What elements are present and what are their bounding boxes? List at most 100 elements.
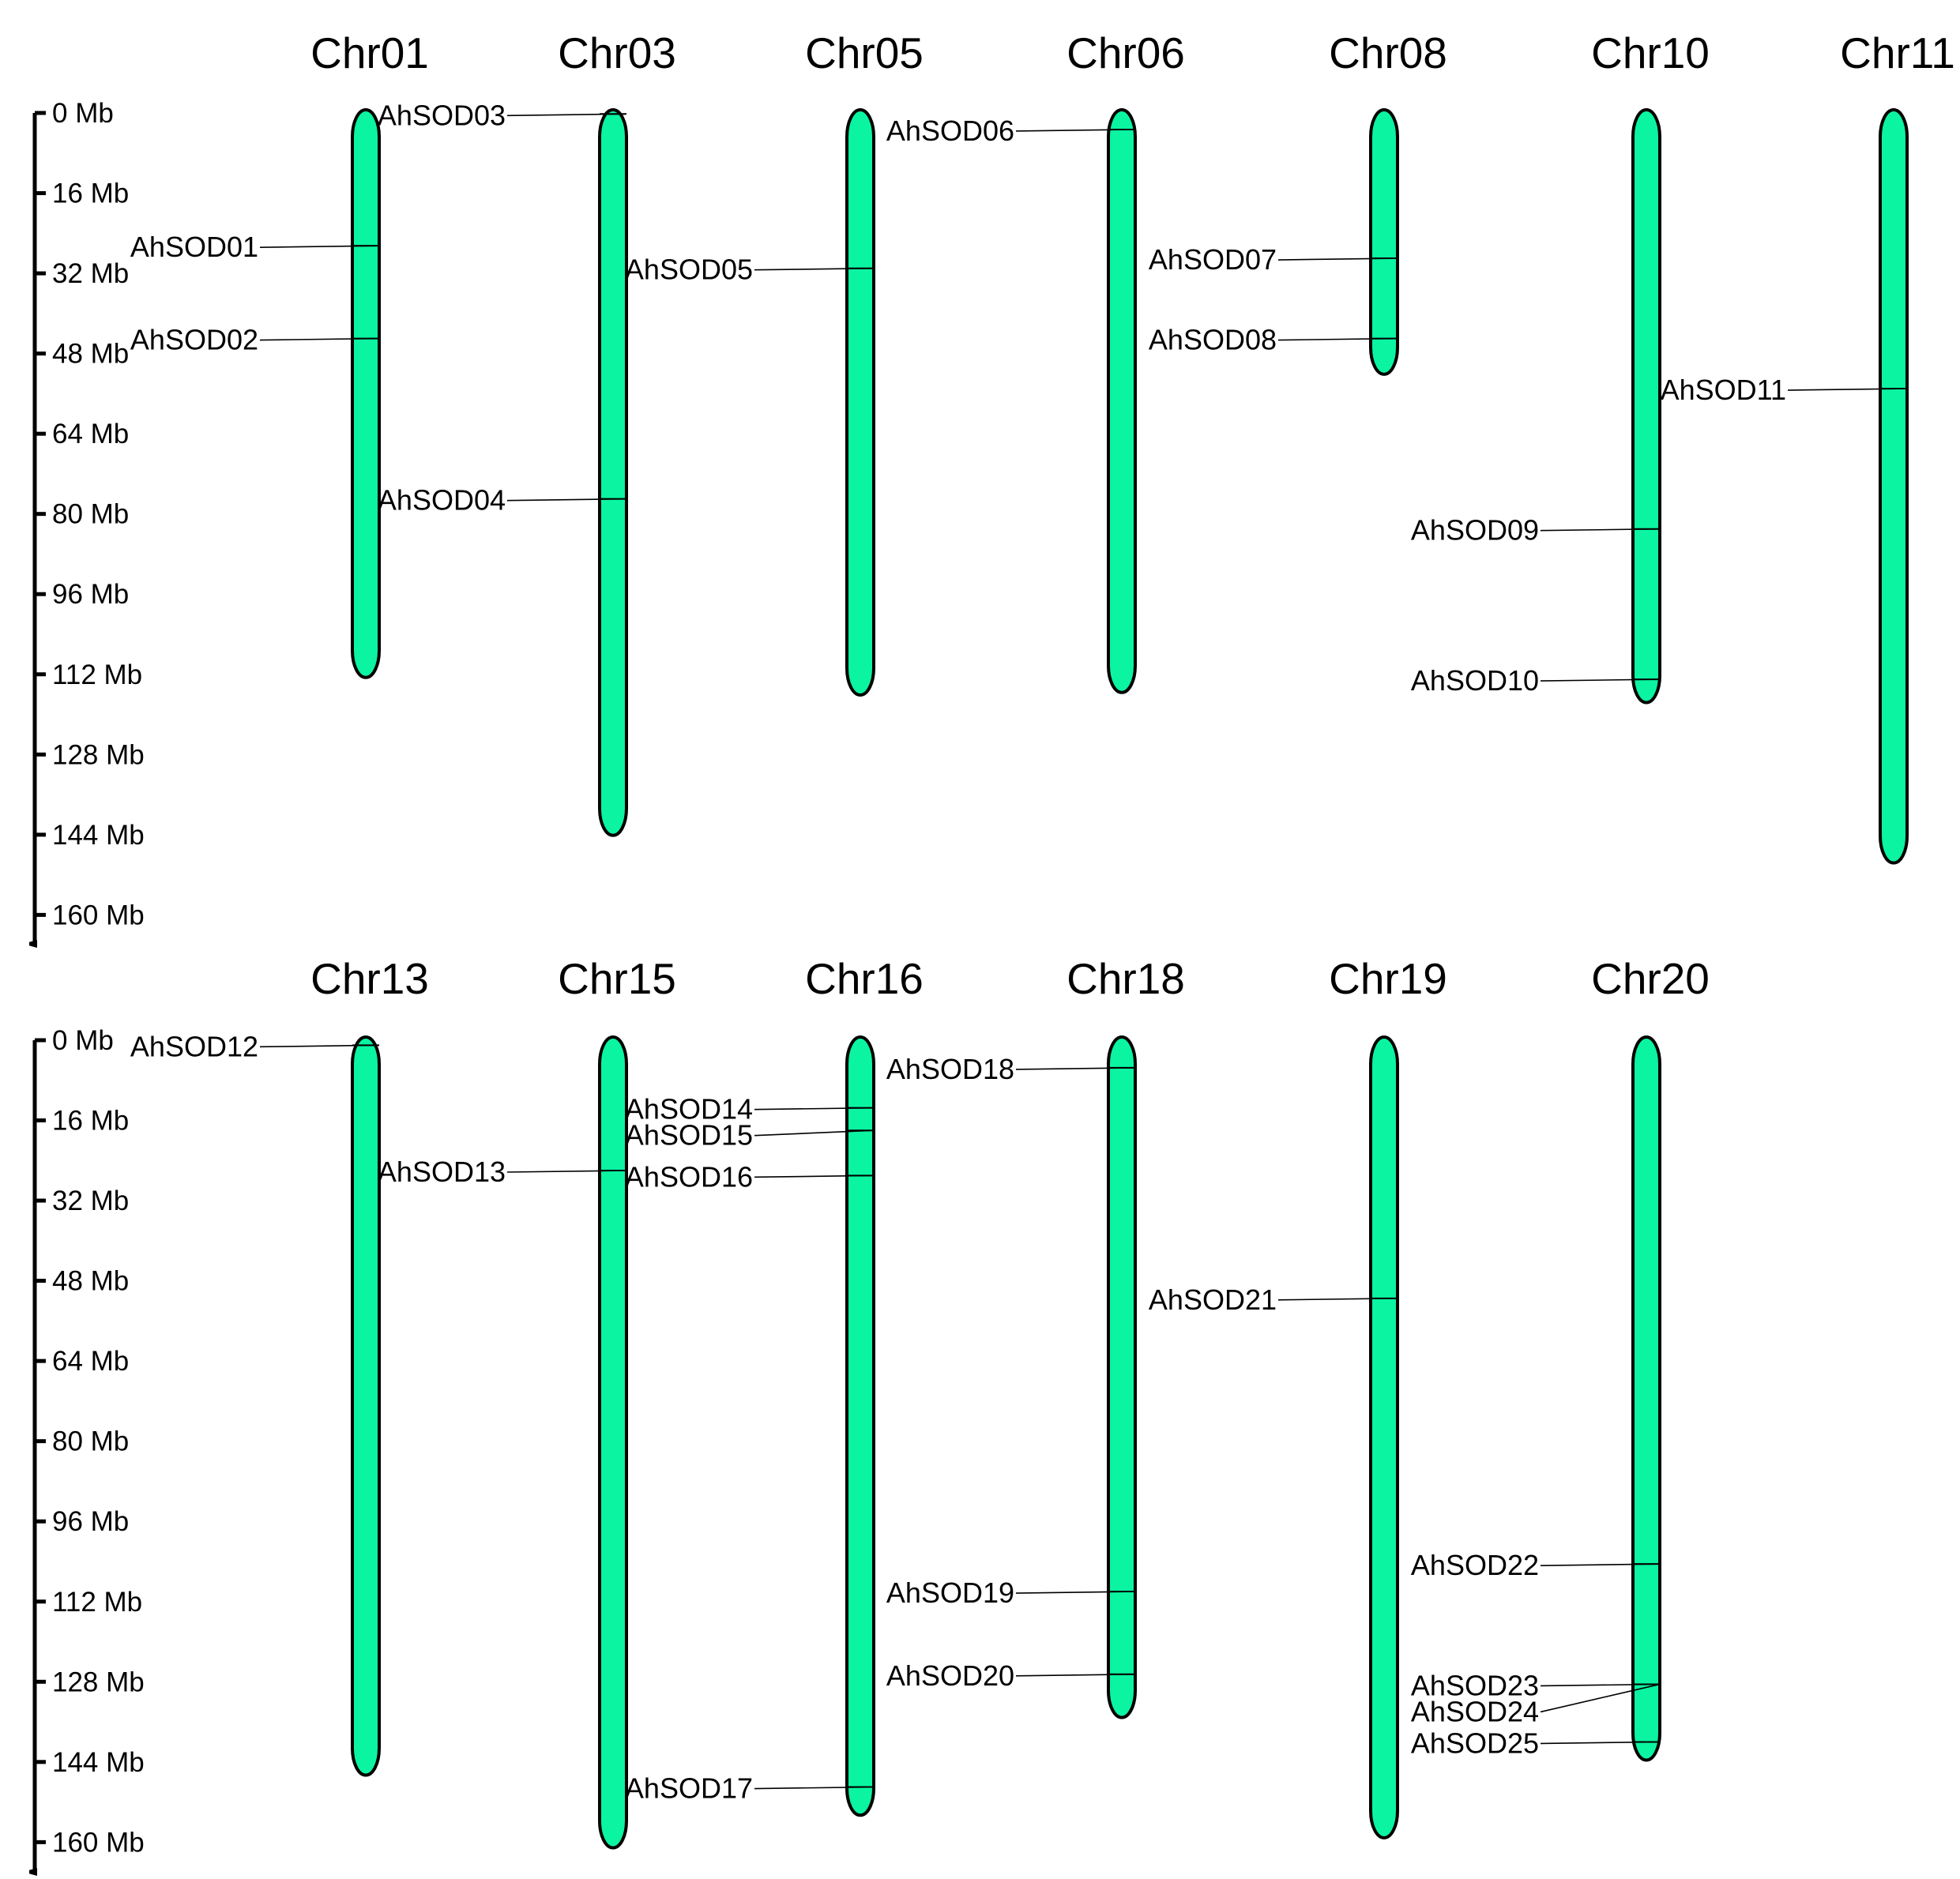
gene-label: AhSOD06 <box>886 115 1014 147</box>
chromosome-chr06: Chr06 AhSOD06 <box>886 28 1185 694</box>
gene-leader-line <box>259 1044 380 1048</box>
axis-tick-label: 112 Mb <box>52 660 142 690</box>
gene-label: AhSOD08 <box>1149 324 1277 356</box>
gene-label: AhSOD09 <box>1411 514 1539 547</box>
chromosome-chr19: Chr19 AhSOD21 <box>1149 954 1447 1840</box>
gene-leader-line <box>1015 1673 1136 1677</box>
axis-tick-label: 128 Mb <box>52 1667 145 1697</box>
gene-leader-line <box>1277 257 1398 261</box>
top-panel: 0 Mb 16 Mb 32 Mb 48 Mb 64 Mb 80 Mb 96 Mb 112 Mb… <box>35 28 1955 944</box>
gene-leader-line <box>506 1170 627 1173</box>
chromosome-title: Chr19 <box>1329 954 1447 1003</box>
chromosome-bar <box>1107 108 1137 694</box>
axis-tick-label: 16 Mb <box>52 179 129 209</box>
chromosome-bar <box>598 108 628 837</box>
chromosome-title: Chr03 <box>558 28 676 77</box>
chromosome-chr01: Chr01 AhSOD01 AhSOD02 <box>130 28 429 679</box>
axis-tick-label: 160 Mb <box>52 900 145 930</box>
chromosome-title: Chr20 <box>1591 954 1710 1003</box>
axis-tick-label: 96 Mb <box>52 579 129 610</box>
bottom-panel: 0 Mb 16 Mb 32 Mb 48 Mb 64 Mb 80 Mb 96 Mb 112 Mb… <box>35 954 1710 1872</box>
gene-label: AhSOD21 <box>1149 1283 1277 1316</box>
gene-leader-line <box>754 1786 875 1790</box>
gene-leader-line <box>506 498 627 502</box>
gene-label: AhSOD25 <box>1411 1727 1539 1759</box>
chromosome-title: Chr10 <box>1591 28 1710 77</box>
gene-label: AhSOD13 <box>378 1156 506 1188</box>
axis-tick-label: 64 Mb <box>52 419 129 449</box>
gene-leader-line <box>1015 1591 1136 1594</box>
chromosome-title: Chr06 <box>1067 28 1185 77</box>
chromosome-chr11: Chr11 AhSOD11 <box>1661 28 1955 865</box>
chromosome-chr15: Chr15 AhSOD13 <box>378 954 676 1850</box>
chromosome-bar <box>1107 1035 1137 1719</box>
gene-leader-line <box>259 245 380 248</box>
chromosome-title: Chr16 <box>805 954 924 1003</box>
gene-label: AhSOD01 <box>130 231 258 263</box>
gene-leader-line <box>1277 337 1398 341</box>
gene-label: AhSOD16 <box>625 1160 753 1193</box>
gene-leader-line <box>754 267 875 271</box>
gene-label: AhSOD07 <box>1149 243 1277 276</box>
gene-leader-line <box>1540 678 1661 682</box>
gene-leader-line <box>1540 1683 1661 1713</box>
gene-label: AhSOD05 <box>625 254 753 286</box>
chromosome-bar <box>1631 108 1661 705</box>
chromosome-bar <box>351 108 381 679</box>
gene-leader-line <box>1787 388 1908 391</box>
gene-leader-line <box>506 113 627 117</box>
gene-label: AhSOD20 <box>886 1659 1014 1692</box>
axis-tick-label: 80 Mb <box>52 499 129 530</box>
chromosome-bar <box>845 1035 875 1817</box>
axis-tick-label: 48 Mb <box>52 339 129 370</box>
chromosome-bar <box>1369 1035 1399 1840</box>
chromosome-bar <box>1879 108 1909 865</box>
axis-tick-label: 32 Mb <box>52 1186 129 1216</box>
gene-label: AhSOD22 <box>1411 1549 1539 1581</box>
chromosome-chr05: Chr05 AhSOD05 <box>625 28 924 697</box>
axis-tick-label: 32 Mb <box>52 258 129 289</box>
chromosome-chr10: Chr10 AhSOD09 AhSOD10 <box>1411 28 1710 705</box>
axis-tick-label: 0 Mb <box>52 1025 114 1056</box>
gene-label: AhSOD03 <box>378 99 506 131</box>
axis-tick-label: 160 Mb <box>52 1827 145 1858</box>
chromosome-title: Chr13 <box>310 954 429 1003</box>
chromosome-bar <box>1369 108 1399 376</box>
axis-tick-label: 144 Mb <box>52 1747 145 1778</box>
chromosome-bar <box>1631 1035 1661 1762</box>
gene-label: AhSOD24 <box>1411 1695 1539 1727</box>
chromosome-title: Chr08 <box>1329 28 1447 77</box>
gene-leader-line <box>1540 528 1661 532</box>
chromosome-title: Chr01 <box>310 28 429 77</box>
gene-leader-line <box>1015 129 1136 132</box>
axis-tick-label: 112 Mb <box>52 1587 142 1618</box>
chromosome-chr13: Chr13 AhSOD12 <box>130 954 429 1777</box>
chromosome-chr08: Chr08 AhSOD07 AhSOD08 <box>1149 28 1447 376</box>
gene-leader-line <box>259 337 380 341</box>
chromosome-title: Chr05 <box>805 28 924 77</box>
axis-tick-label: 0 Mb <box>52 98 114 129</box>
gene-leader-line <box>1277 1298 1398 1301</box>
chromosome-chr18: Chr18 AhSOD18 AhSOD19 AhSOD20 <box>886 954 1185 1719</box>
chromosome-bar <box>351 1035 381 1777</box>
chromosome-title: Chr11 <box>1840 28 1955 77</box>
gene-label: AhSOD18 <box>886 1053 1014 1085</box>
gene-leader-line <box>754 1107 875 1110</box>
chromosome-title: Chr15 <box>558 954 676 1003</box>
gene-label: AhSOD17 <box>625 1772 753 1805</box>
axis-tick-label: 80 Mb <box>52 1426 129 1457</box>
axis-tick-label: 64 Mb <box>52 1346 129 1377</box>
gene-leader-line <box>754 1174 875 1178</box>
gene-label: AhSOD02 <box>130 324 258 356</box>
axis-tick-label: 48 Mb <box>52 1266 129 1297</box>
gene-label: AhSOD14 <box>625 1093 753 1126</box>
gene-label: AhSOD12 <box>130 1030 258 1062</box>
axis-tick-label: 128 Mb <box>52 739 145 770</box>
gene-leader-line <box>1015 1067 1136 1070</box>
chromosome-bar <box>845 108 875 697</box>
gene-label: AhSOD15 <box>625 1119 753 1152</box>
chromosome-bar <box>598 1035 628 1850</box>
